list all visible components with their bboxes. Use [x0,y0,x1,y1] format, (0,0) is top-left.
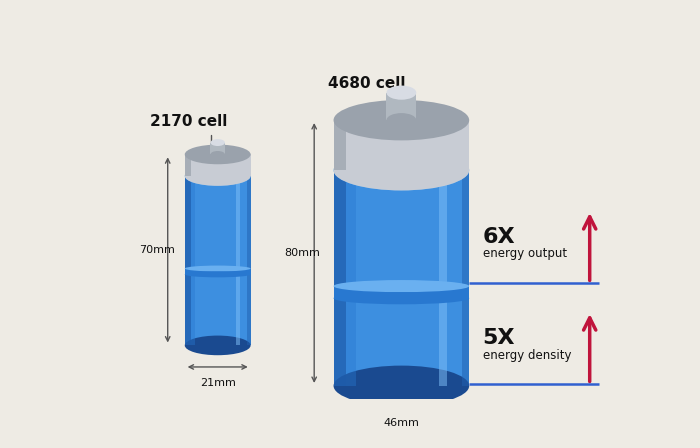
Text: 21mm: 21mm [199,378,236,388]
Bar [439,170,447,386]
Bar [334,170,469,386]
Ellipse shape [334,100,469,140]
Bar [185,176,251,345]
Bar [346,170,356,386]
Bar [334,286,469,298]
Text: 46mm: 46mm [384,418,419,428]
Bar [185,155,190,176]
Ellipse shape [334,150,469,190]
Ellipse shape [185,271,251,277]
Bar [236,176,240,345]
Ellipse shape [334,150,469,190]
Text: 80mm: 80mm [284,248,320,258]
Ellipse shape [185,336,251,355]
Text: 4680 cell: 4680 cell [328,76,405,101]
Bar [386,93,416,120]
Bar [185,176,190,345]
Text: energy output: energy output [483,247,567,260]
Ellipse shape [386,113,416,127]
Bar [334,120,469,170]
Bar [211,142,225,155]
Bar [247,176,251,345]
Ellipse shape [386,86,416,100]
Text: 6X: 6X [483,227,515,247]
Bar [334,170,346,386]
Text: 70mm: 70mm [139,245,175,255]
Ellipse shape [334,280,469,292]
Bar [190,176,195,345]
Bar [185,268,251,274]
Ellipse shape [334,292,469,304]
Ellipse shape [185,266,251,271]
Text: energy density: energy density [483,349,571,362]
Ellipse shape [334,366,469,406]
Ellipse shape [185,166,251,186]
Text: 2170 cell: 2170 cell [150,114,227,146]
Bar [334,120,346,170]
Ellipse shape [211,151,225,158]
Text: 5X: 5X [483,328,515,348]
Ellipse shape [185,166,251,186]
Bar [463,170,469,386]
Bar [185,155,251,176]
Ellipse shape [185,145,251,164]
Ellipse shape [211,139,225,146]
